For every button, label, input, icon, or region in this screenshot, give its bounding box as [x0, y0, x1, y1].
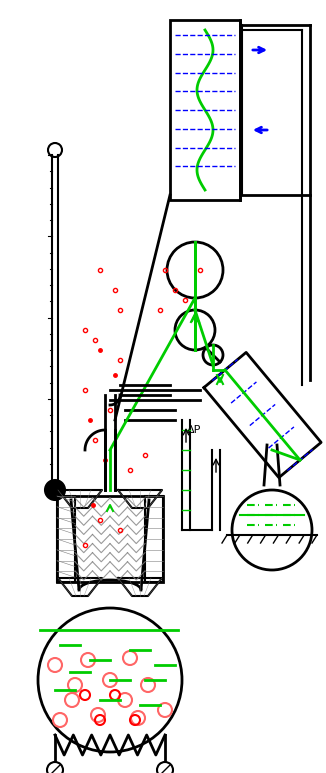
Bar [57, 496, 75, 582]
Bar [145, 496, 163, 582]
Circle shape [45, 480, 65, 500]
Text: ΔP: ΔP [187, 425, 201, 435]
Bar [57, 496, 163, 582]
Bar [170, 20, 240, 200]
